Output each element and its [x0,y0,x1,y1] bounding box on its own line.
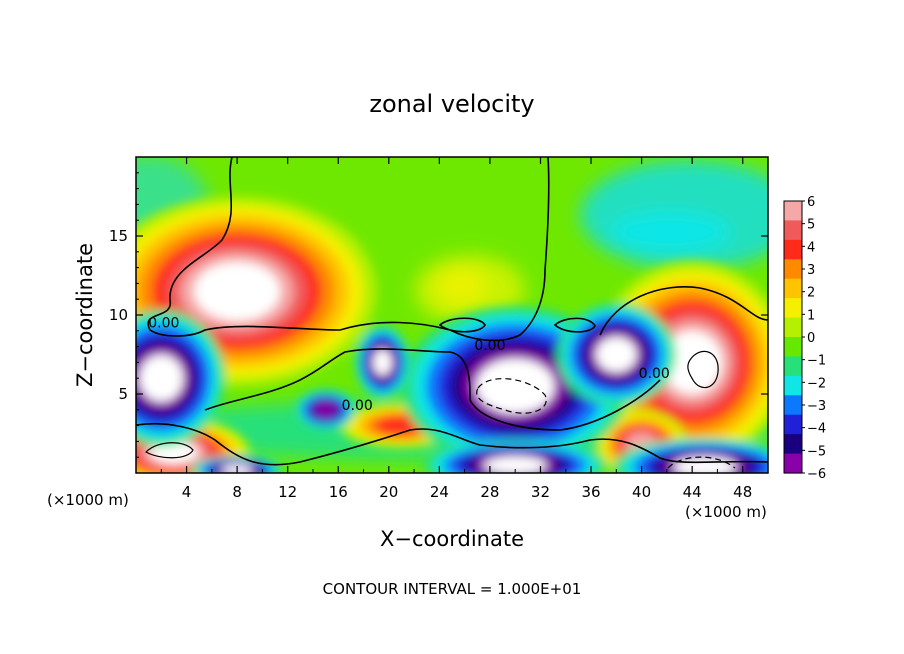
zero-contour-right [599,286,768,336]
contour-small-loop-b [553,317,596,333]
contour-label: 0.00 [474,338,505,354]
negative-velocity-feature [423,439,607,473]
x-axis: 4 8 12 16 20 24 28 32 36 40 44 48 [160,157,752,501]
negative-velocity-feature [613,438,768,473]
feature-ring [139,354,184,402]
colorbar-tick-label: 0 [807,331,815,346]
x-tick-label: 20 [379,483,398,501]
colorbar-step [784,239,802,260]
feature-ring [483,456,547,473]
x-tick-label: 40 [632,483,651,501]
feature-ring [476,358,555,414]
colorbar-tick-label: 4 [807,240,815,255]
colorbar: 6 5 4 3 2 1 0 −1 −2 −3 −4 −5 −6 [783,195,826,482]
contour-labels: 0.00 0.00 0.00 0.00 [148,316,670,414]
negative-velocity-feature [355,325,410,400]
chart-title: zonal velocity [369,90,534,118]
colorbar-step [784,375,802,396]
y-axis-label: Z−coordinate [73,243,97,387]
y-tick-label: 10 [109,306,128,324]
feature-ring [194,261,281,321]
x-tick-label: 32 [531,483,550,501]
plot-area: 0.00 0.00 0.00 0.00 [136,157,768,473]
x-tick-label: 24 [430,483,449,501]
x-axis-unit-right: (×1000 m) [685,503,767,521]
colorbar-step [784,414,802,435]
x-tick-label: 44 [683,483,702,501]
colorbar-tick-label: −4 [807,422,826,437]
x-tick-label: 8 [232,483,242,501]
y-tick-label: 15 [109,227,128,245]
colorbar-tick-label: −2 [807,376,826,391]
colorbar-tick-label: −3 [807,399,826,414]
zero-contour-mid [204,348,661,431]
upper-right-cyan-core [610,212,730,252]
contour-inner-negative [476,378,547,414]
colorbar-step [784,356,802,377]
central-yellow-core [437,268,487,304]
feature-ring [673,456,737,473]
colorbar-tick-label: −1 [807,354,826,369]
colorbar-tick-label: 1 [807,308,815,323]
feature-ring [313,401,338,418]
x-tick-label: 12 [278,483,297,501]
y-tick-label: 5 [118,385,128,403]
y-axis: 5 10 15 [109,172,768,458]
contour-label: 0.00 [342,398,373,414]
contour-label: 0.00 [148,316,179,332]
colorbar-step [784,220,802,241]
feature-ring [595,336,637,373]
negative-velocity-feature [295,389,357,431]
contour-label: 0.00 [639,366,670,382]
x-tick-label: 36 [581,483,600,501]
x-tick-label: 16 [329,483,348,501]
feature-ring [373,349,392,376]
colorbar-tick-label: −5 [807,444,826,459]
colorbar-step [784,395,802,416]
x-axis-unit-left: (×1000 m) [47,491,129,509]
contour-small-loop-a [438,317,486,333]
contour-inner-positive-right [687,350,719,389]
x-tick-label: 4 [182,483,192,501]
contour-inner-negative-lower [667,456,736,469]
contour-interval-note: CONTOUR INTERVAL = 1.000E+01 [323,580,582,598]
feature-ring [662,331,722,394]
zero-contour-lower [136,422,768,466]
colorbar-step [784,201,802,222]
colorbar-step [784,434,802,455]
x-tick-label: 48 [733,483,752,501]
colorbar-tick-label: 3 [807,263,815,278]
feature-ring [150,441,198,464]
zero-contour-upper [147,157,550,342]
colorbar-step [784,259,802,280]
colorbar-step [784,298,802,319]
colorbar-step [784,317,802,338]
colorbar-tick-label: 2 [807,286,815,301]
contour-lines [136,157,768,469]
colorbar-tick-label: 6 [807,195,815,210]
x-tick-label: 28 [480,483,499,501]
negative-velocity-feature [556,303,676,406]
colorbar-tick-label: −6 [807,467,826,482]
colorbar-tick-label: 5 [807,218,815,233]
contour-inner-positive-left [145,442,194,459]
negative-velocity-feature [136,309,226,447]
colorbar-step [784,453,802,474]
colorbar-step [784,337,802,358]
x-axis-label: X−coordinate [380,527,524,551]
colorbar-step [784,278,802,299]
